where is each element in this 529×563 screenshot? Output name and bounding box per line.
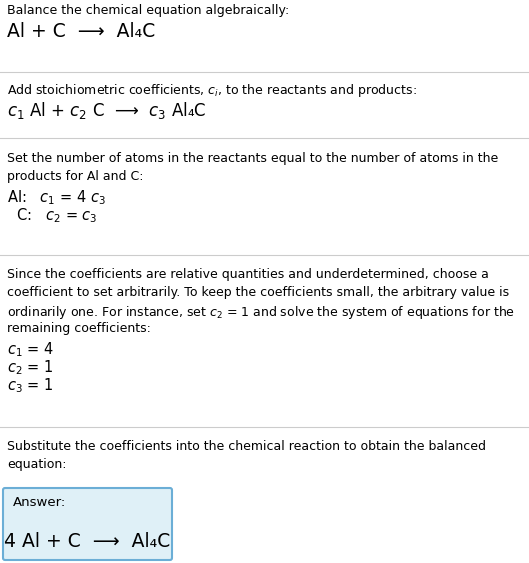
Text: Since the coefficients are relative quantities and underdetermined, choose a: Since the coefficients are relative quan… bbox=[7, 268, 489, 281]
Text: C:   $c_2$ = $c_3$: C: $c_2$ = $c_3$ bbox=[7, 206, 98, 225]
Text: Add stoichiometric coefficients, $c_i$, to the reactants and products:: Add stoichiometric coefficients, $c_i$, … bbox=[7, 82, 417, 99]
Text: 4 Al + C  ⟶  Al₄C: 4 Al + C ⟶ Al₄C bbox=[4, 532, 171, 551]
FancyBboxPatch shape bbox=[3, 488, 172, 560]
Text: Al:   $c_1$ = 4 $c_3$: Al: $c_1$ = 4 $c_3$ bbox=[7, 188, 106, 207]
Text: Al + C  ⟶  Al₄C: Al + C ⟶ Al₄C bbox=[7, 22, 155, 41]
Text: $c_3$ = 1: $c_3$ = 1 bbox=[7, 376, 53, 395]
Text: remaining coefficients:: remaining coefficients: bbox=[7, 322, 151, 335]
Text: ordinarily one. For instance, set $c_2$ = 1 and solve the system of equations fo: ordinarily one. For instance, set $c_2$ … bbox=[7, 304, 515, 321]
Text: $c_1$ Al + $c_2$ C  ⟶  $c_3$ Al₄C: $c_1$ Al + $c_2$ C ⟶ $c_3$ Al₄C bbox=[7, 100, 206, 121]
Text: coefficient to set arbitrarily. To keep the coefficients small, the arbitrary va: coefficient to set arbitrarily. To keep … bbox=[7, 286, 509, 299]
Text: Set the number of atoms in the reactants equal to the number of atoms in the: Set the number of atoms in the reactants… bbox=[7, 152, 498, 165]
Text: Balance the chemical equation algebraically:: Balance the chemical equation algebraica… bbox=[7, 4, 289, 17]
Text: products for Al and C:: products for Al and C: bbox=[7, 170, 143, 183]
Text: Substitute the coefficients into the chemical reaction to obtain the balanced: Substitute the coefficients into the che… bbox=[7, 440, 486, 453]
Text: equation:: equation: bbox=[7, 458, 67, 471]
Text: $c_1$ = 4: $c_1$ = 4 bbox=[7, 340, 54, 359]
Text: Answer:: Answer: bbox=[13, 496, 66, 509]
Text: $c_2$ = 1: $c_2$ = 1 bbox=[7, 358, 53, 377]
